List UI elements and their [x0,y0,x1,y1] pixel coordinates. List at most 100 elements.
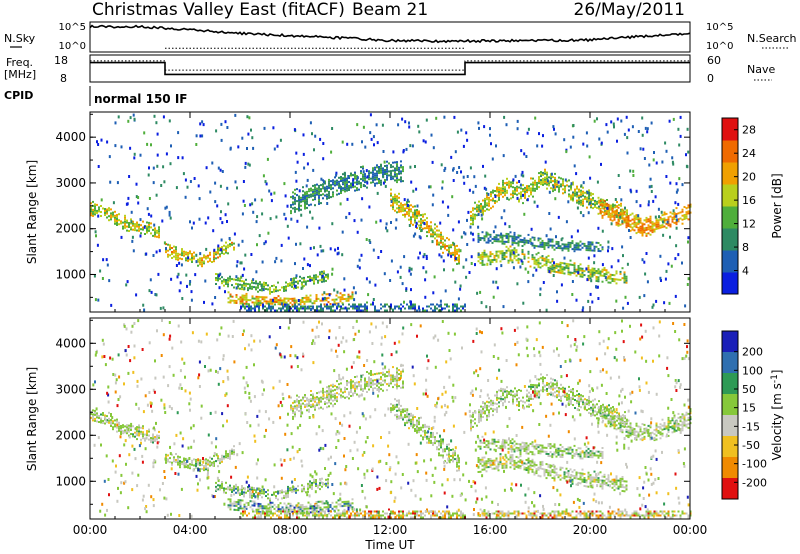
echo-cell [341,253,344,257]
echo-cell [331,507,334,510]
echo-cell [611,207,614,210]
echo-cell [279,138,282,142]
echo-cell [428,427,430,430]
echo-cell [324,401,326,403]
echo-cell [623,132,626,136]
echo-cell [410,208,412,211]
echo-cell [441,307,443,311]
echo-cell [257,495,259,498]
echo-cell [247,490,249,492]
echo-cell [623,221,626,224]
echo-cell [625,218,628,221]
echo-cell [418,419,420,422]
echo-cell [138,424,140,427]
echo-cell [676,188,679,192]
echo-cell [146,432,148,435]
echo-cell [326,303,328,306]
echo-cell [316,253,319,257]
echo-cell [512,182,514,185]
echo-cell [315,507,318,509]
echo-cell [548,270,551,274]
echo-cell [247,504,250,506]
echo-cell [420,218,422,221]
echo-cell [565,245,568,248]
echo-cell [579,244,582,247]
echo-cell [128,426,130,429]
echo-cell [686,283,689,286]
echo-cell [211,461,213,464]
echo-cell [495,260,498,263]
echo-cell [545,264,548,267]
echo-cell [507,241,510,244]
echo-cell [297,299,300,302]
echo-cell [358,258,361,262]
echo-cell [502,179,504,182]
echo-cell [398,407,400,410]
echo-cell [579,273,582,276]
echo-cell [556,290,558,294]
echo-cell [289,510,292,513]
echo-cell [569,245,572,248]
echo-cell [537,251,540,254]
echo-cell [312,184,314,187]
echo-cell [264,512,266,515]
echo-cell [376,384,378,387]
echo-cell [152,433,154,436]
echo-cell [342,391,344,394]
echo-cell [251,136,254,140]
echo-cell [328,399,330,402]
echo-cell [154,436,156,438]
echo-cell [495,144,497,148]
echo-cell [420,434,422,437]
echo-cell [270,305,272,308]
echo-cell [572,135,575,139]
echo-cell [597,280,600,283]
echo-cell [484,201,486,204]
echo-cell [130,425,132,427]
echo-cell [499,240,502,243]
echo-cell [675,223,678,226]
echo-cell [543,242,546,244]
echo-cell [545,242,548,245]
echo-cell [94,419,96,422]
echo-cell [513,255,516,258]
echo-cell [356,385,358,388]
echo-cell [265,182,268,186]
echo-cell [290,408,292,411]
echo-cell [432,233,434,236]
echo-cell [512,178,515,182]
echo-cell [360,303,362,306]
echo-cell [398,512,400,515]
echo-cell [340,514,342,517]
echo-cell [614,212,616,215]
echo-cell [165,461,167,464]
echo-cell [221,276,223,279]
echo-cell [242,199,245,203]
echo-cell [605,273,608,276]
echo-cell [398,403,400,406]
echo-cell [633,219,636,222]
echo-cell [516,185,518,188]
echo-cell [388,374,390,377]
echo-cell [452,251,454,254]
echo-cell [406,419,408,422]
echo-cell [229,275,231,278]
echo-cell [281,286,283,289]
echo-cell [504,182,506,185]
echo-cell [350,385,352,387]
echo-cell [609,273,612,276]
echo-cell [410,216,412,219]
echo-cell [541,257,544,260]
echo-cell [340,190,342,192]
colorbar-tick-label: 20 [742,171,756,184]
echo-cell [585,247,588,250]
echo-cell [250,253,253,256]
echo-cell [237,277,239,280]
echo-cell [396,375,398,378]
echo-cell [516,282,519,286]
echo-cell [481,263,484,266]
echo-cell [146,231,148,234]
echo-cell [318,399,320,402]
echo-cell [594,199,596,202]
echo-cell [292,514,294,517]
